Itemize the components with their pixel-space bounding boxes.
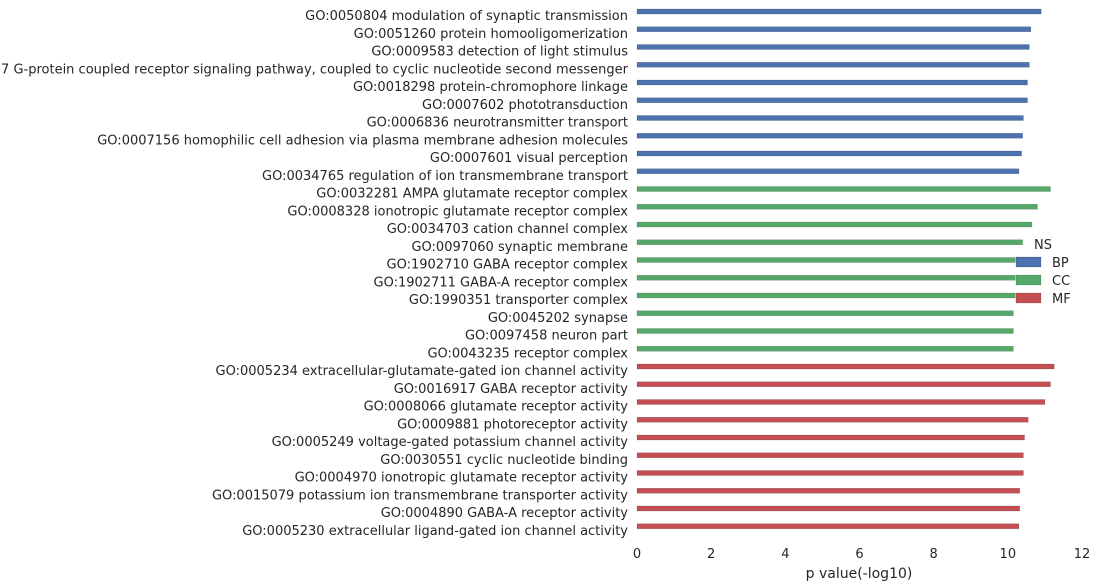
bar-cc [636,221,1033,228]
category-label: GO:0034703 cation channel complex [387,222,629,237]
bar-bp [636,150,1022,157]
x-tick-label: 4 [781,547,789,562]
category-label: GO:0008066 glutamate receptor activity [364,400,629,415]
category-label: GO:0018298 protein-chromophore linkage [353,80,628,95]
x-tick-label: 2 [707,547,715,562]
bar-cc [636,186,1051,192]
category-label: GO:0034765 regulation of ion transmembra… [262,169,628,184]
bar-cc [636,328,1014,334]
x-axis-label: p value(-log10) [806,566,913,582]
bar-mf [636,381,1051,387]
category-label: GO:0007156 homophilic cell adhesion via … [97,133,628,148]
category-label: GO:0097458 neuron part [465,329,628,344]
category-label: GO:0005230 extracellular ligand-gated io… [242,524,628,539]
legend-label-cc: CC [1052,274,1070,289]
bar-cc [636,204,1038,210]
bar-mf [636,505,1020,512]
bar-bp [636,62,1030,68]
bar-cc [636,275,1016,281]
bar-mf [636,470,1024,476]
x-axis: 0 2 4 6 8 10 12 [633,547,1090,562]
bar-bp [636,8,1042,15]
bar-mf [636,417,1029,423]
category-label: GO:0008328 ionotropic glutamate receptor… [287,204,628,219]
category-label: GO:0004970 ionotropic glutamate receptor… [295,471,629,486]
category-label: GO:0050804 modulation of synaptic transm… [305,9,628,24]
bar-mf [636,399,1046,405]
category-label: GO:0009881 photoreceptor activity [397,417,628,432]
category-label: GO:0007187 G-protein coupled receptor si… [0,62,629,77]
bar-cc [636,257,1016,263]
x-tick-label: 0 [633,547,641,562]
bar-bp [636,133,1023,139]
category-label: GO:1902711 GABA-A receptor complex [374,275,629,290]
category-label: GO:0030551 cyclic nucleotide binding [380,453,628,468]
bar-mf [636,363,1055,370]
legend-label-mf: MF [1052,292,1071,307]
x-tick-label: 10 [1000,547,1017,562]
legend-swatch-bp [1015,256,1042,268]
category-label: GO:1990351 transporter complex [409,293,628,308]
bar-mf [636,434,1025,441]
legend-title: NS [1034,238,1052,253]
legend: NS BP CC MF [1015,238,1071,307]
bar-cc [636,292,1016,299]
category-label: GO:0006836 neurotransmitter transport [367,116,628,131]
bar-cc [636,310,1014,316]
x-tick-label: 12 [1074,547,1091,562]
category-label: GO:0009583 detection of light stimulus [371,45,628,60]
category-label: GO:0007601 visual perception [430,151,628,166]
bar-cc [636,346,1014,352]
bars-layer [636,8,1055,529]
category-labels: GO:0050804 modulation of synaptic transm… [0,9,629,539]
legend-label-bp: BP [1052,256,1069,271]
bar-bp [636,79,1028,86]
category-label: GO:0005249 voltage-gated potassium chann… [272,435,629,450]
category-label: GO:0097060 synaptic membrane [411,240,628,255]
bar-bp [636,44,1030,50]
x-tick-label: 6 [855,547,863,562]
category-label: GO:1902710 GABA receptor complex [387,258,629,273]
bar-cc [636,239,1023,245]
legend-swatch-cc [1015,274,1042,286]
x-tick-label: 8 [930,547,938,562]
legend-swatch-mf [1015,292,1042,304]
bar-mf [636,488,1020,494]
bar-mf [636,452,1024,458]
category-label: GO:0043235 receptor complex [427,346,628,361]
bar-bp [636,97,1028,103]
bar-mf [636,523,1020,529]
category-label: GO:0004890 GABA-A receptor activity [381,506,629,521]
category-label: GO:0032281 AMPA glutamate receptor compl… [316,187,628,202]
category-label: GO:0015079 potassium ion transmembrane t… [212,488,628,503]
category-label: GO:0007602 phototransduction [422,98,628,113]
category-label: GO:0016917 GABA receptor activity [394,382,629,397]
bar-bp [636,168,1020,174]
bar-bp [636,115,1024,121]
bar-bp [636,26,1032,32]
category-label: GO:0045202 synapse [488,311,628,326]
category-label: GO:0005234 extracellular-glutamate-gated… [216,364,629,379]
category-label: GO:0051260 protein homooligomerization [354,27,628,42]
